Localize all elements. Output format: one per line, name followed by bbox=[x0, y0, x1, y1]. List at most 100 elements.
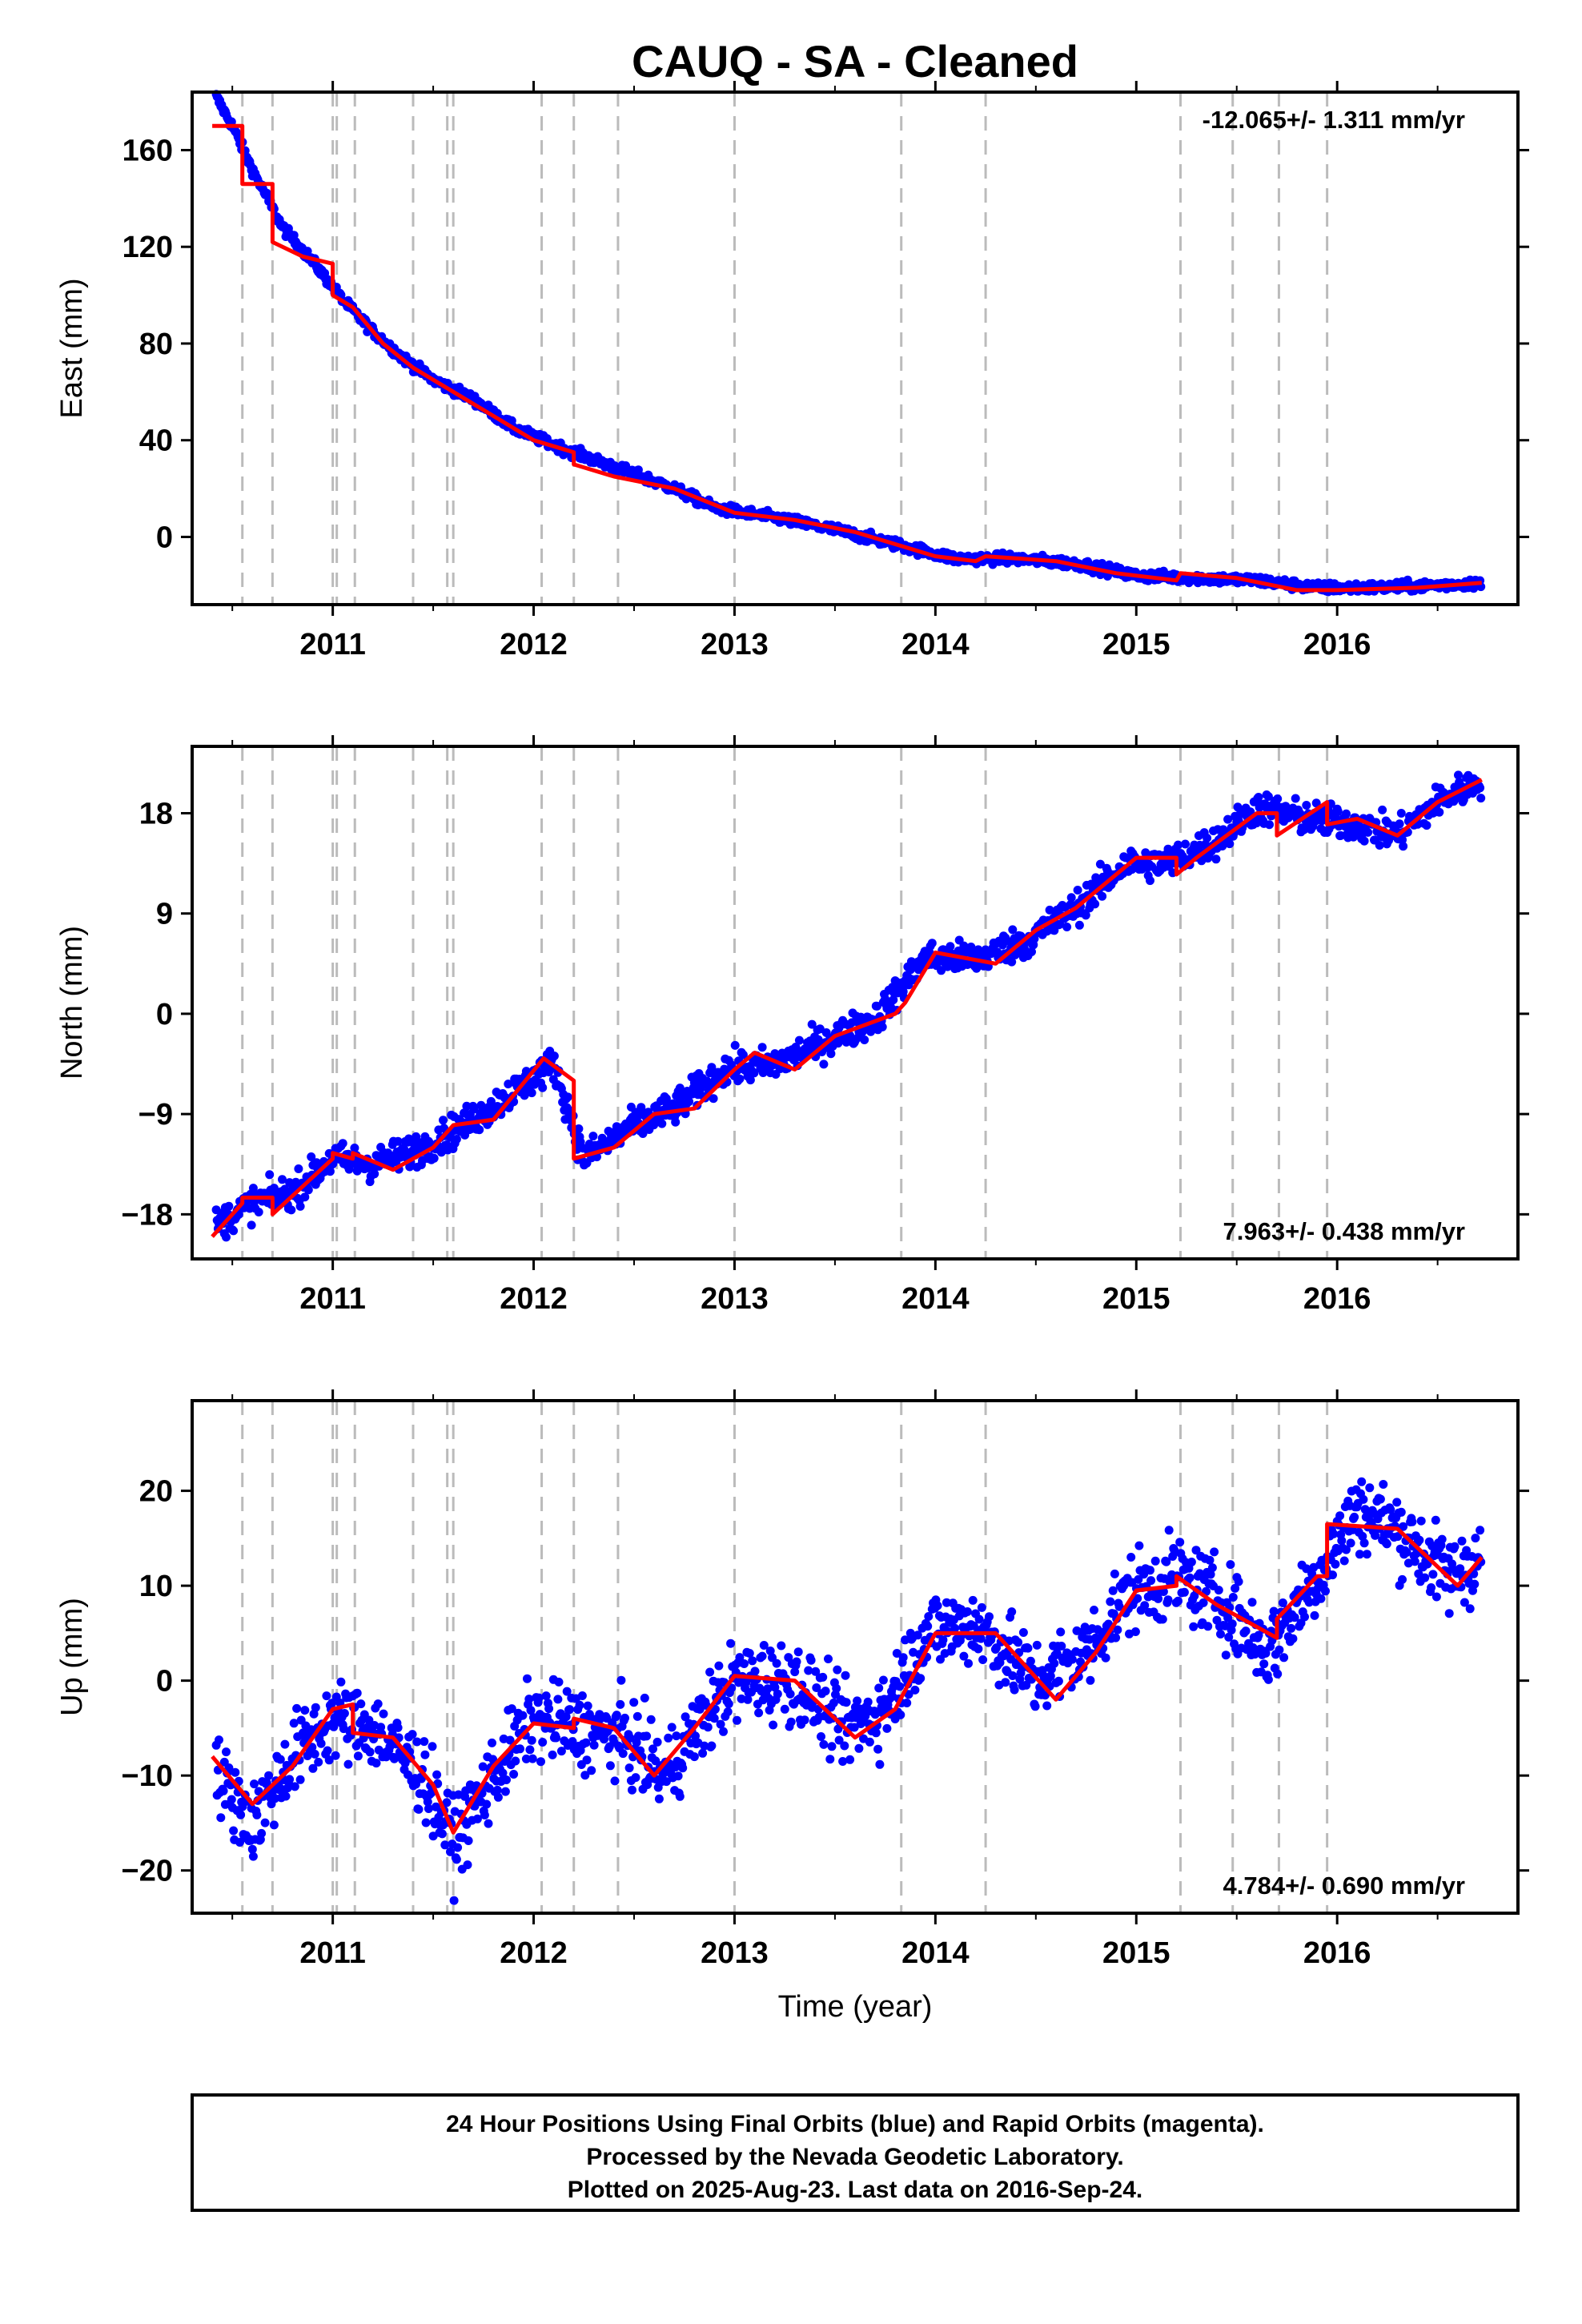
up-data-point bbox=[933, 1601, 942, 1610]
north-data-point bbox=[1045, 905, 1054, 915]
north-data-point bbox=[927, 939, 937, 948]
up-data-point bbox=[661, 1777, 671, 1787]
up-data-point bbox=[1030, 1702, 1040, 1711]
up-data-point bbox=[1450, 1542, 1460, 1551]
up-data-point bbox=[840, 1741, 849, 1751]
up-data-point bbox=[432, 1802, 440, 1811]
up-data-point bbox=[316, 1739, 326, 1748]
north-data-point bbox=[657, 1119, 667, 1128]
x-axis-label: Time (year) bbox=[778, 1990, 933, 2024]
up-data-point bbox=[898, 1653, 908, 1663]
north-data-point bbox=[222, 1232, 231, 1242]
up-data-point bbox=[1001, 1678, 1010, 1687]
up-data-point bbox=[420, 1750, 430, 1759]
up-data-point bbox=[1186, 1558, 1196, 1566]
up-data-point bbox=[1321, 1586, 1330, 1596]
north-data-point bbox=[370, 1169, 379, 1179]
up-data-point bbox=[505, 1735, 515, 1745]
up-data-point bbox=[618, 1749, 628, 1759]
up-data-point bbox=[724, 1699, 733, 1709]
north-data-point bbox=[307, 1152, 316, 1161]
up-data-point bbox=[1398, 1574, 1407, 1584]
up-data-point bbox=[260, 1818, 270, 1827]
up-data-point bbox=[219, 1786, 228, 1795]
up-data-point bbox=[882, 1723, 892, 1733]
up-data-point bbox=[1108, 1586, 1118, 1595]
up-data-point bbox=[1300, 1612, 1309, 1622]
north-data-point bbox=[574, 1124, 584, 1133]
up-data-point bbox=[1444, 1609, 1454, 1618]
up-data-point bbox=[673, 1771, 683, 1781]
up-data-point bbox=[290, 1782, 299, 1791]
north-data-point bbox=[1225, 839, 1235, 849]
up-data-point bbox=[1158, 1614, 1167, 1624]
east-y-axis-label: East (mm) bbox=[55, 278, 89, 418]
north-data-point bbox=[1378, 805, 1387, 814]
up-data-point bbox=[962, 1607, 972, 1616]
up-data-point bbox=[1263, 1675, 1273, 1684]
up-data-point bbox=[269, 1820, 279, 1830]
up-data-point bbox=[691, 1731, 700, 1741]
north-data-point bbox=[538, 1083, 548, 1092]
north-data-point bbox=[1311, 798, 1321, 808]
north-data-point bbox=[807, 1019, 817, 1029]
up-data-point bbox=[1216, 1630, 1225, 1638]
up-data-point bbox=[536, 1757, 545, 1767]
up-data-point bbox=[640, 1693, 649, 1703]
north-data-point bbox=[247, 1220, 256, 1230]
up-data-point bbox=[632, 1711, 642, 1721]
up-data-point bbox=[324, 1755, 334, 1765]
up-data-point bbox=[709, 1714, 719, 1723]
north-data-point bbox=[452, 1135, 461, 1144]
north-data-point bbox=[1007, 957, 1017, 967]
north-data-point bbox=[735, 1074, 745, 1084]
up-ytick-label: −20 bbox=[122, 1855, 173, 1888]
up-data-point bbox=[863, 1697, 873, 1707]
up-data-points bbox=[211, 1477, 1486, 1905]
up-data-point bbox=[964, 1659, 973, 1668]
up-data-point bbox=[1126, 1553, 1136, 1562]
up-data-point bbox=[1205, 1555, 1215, 1565]
north-data-point bbox=[738, 1050, 748, 1059]
up-data-point bbox=[1465, 1604, 1475, 1614]
up-data-point bbox=[516, 1744, 524, 1754]
up-data-point bbox=[705, 1667, 715, 1677]
up-data-point bbox=[642, 1731, 652, 1741]
north-xtick-label: 2014 bbox=[901, 1282, 970, 1316]
up-data-point bbox=[428, 1742, 437, 1751]
up-data-point bbox=[793, 1647, 803, 1657]
up-data-point bbox=[1407, 1517, 1417, 1526]
up-data-point bbox=[364, 1715, 374, 1725]
north-data-point bbox=[1263, 792, 1273, 802]
north-data-point bbox=[1302, 801, 1311, 810]
up-data-point bbox=[1471, 1534, 1480, 1543]
east-xtick-label: 2013 bbox=[701, 628, 769, 661]
up-data-point bbox=[492, 1785, 502, 1795]
up-data-point bbox=[978, 1655, 988, 1664]
up-data-point bbox=[620, 1713, 629, 1723]
up-data-point bbox=[1273, 1669, 1283, 1679]
east-frame bbox=[191, 90, 1520, 606]
up-data-point bbox=[548, 1750, 557, 1759]
north-data-point bbox=[1396, 809, 1406, 818]
north-data-point bbox=[527, 1088, 536, 1098]
north-data-point bbox=[295, 1201, 305, 1211]
up-data-point bbox=[509, 1770, 519, 1779]
up-data-point bbox=[356, 1699, 366, 1709]
up-data-point bbox=[745, 1649, 754, 1658]
north-data-point bbox=[1223, 814, 1233, 824]
north-data-point bbox=[1174, 840, 1182, 850]
up-data-point bbox=[841, 1671, 850, 1680]
up-data-point bbox=[616, 1675, 626, 1685]
up-data-point bbox=[629, 1698, 639, 1707]
up-data-point bbox=[610, 1776, 620, 1786]
up-data-point bbox=[1335, 1511, 1345, 1521]
north-data-point bbox=[300, 1192, 310, 1202]
north-data-point bbox=[675, 1084, 685, 1093]
north-data-point bbox=[819, 1059, 829, 1069]
north-data-point bbox=[1291, 794, 1300, 803]
up-data-point bbox=[1359, 1494, 1368, 1504]
up-data-point bbox=[974, 1644, 983, 1654]
up-data-point bbox=[1007, 1607, 1017, 1617]
up-data-point bbox=[488, 1738, 496, 1747]
